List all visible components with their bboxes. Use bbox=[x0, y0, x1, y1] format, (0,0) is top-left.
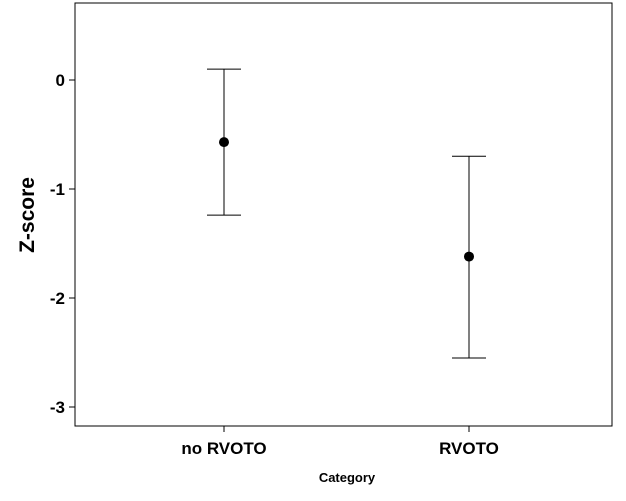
x-tick-label: no RVOTO bbox=[181, 439, 266, 458]
y-tick-label: -2 bbox=[50, 289, 65, 308]
y-axis-title: Z-score bbox=[16, 177, 39, 253]
x-axis-title: Category bbox=[319, 470, 376, 485]
data-marks bbox=[207, 68, 486, 359]
y-tick-label: -3 bbox=[50, 398, 65, 417]
y-axis: 0 -1 -2 -3 bbox=[50, 71, 75, 417]
mean-point bbox=[219, 137, 229, 148]
mean-point bbox=[464, 251, 474, 262]
x-axis: no RVOTO RVOTO bbox=[181, 426, 499, 458]
y-tick-label: 0 bbox=[56, 71, 65, 90]
x-tick-label: RVOTO bbox=[439, 439, 499, 458]
y-tick-label: -1 bbox=[50, 180, 65, 199]
plot-frame bbox=[74, 2, 613, 427]
